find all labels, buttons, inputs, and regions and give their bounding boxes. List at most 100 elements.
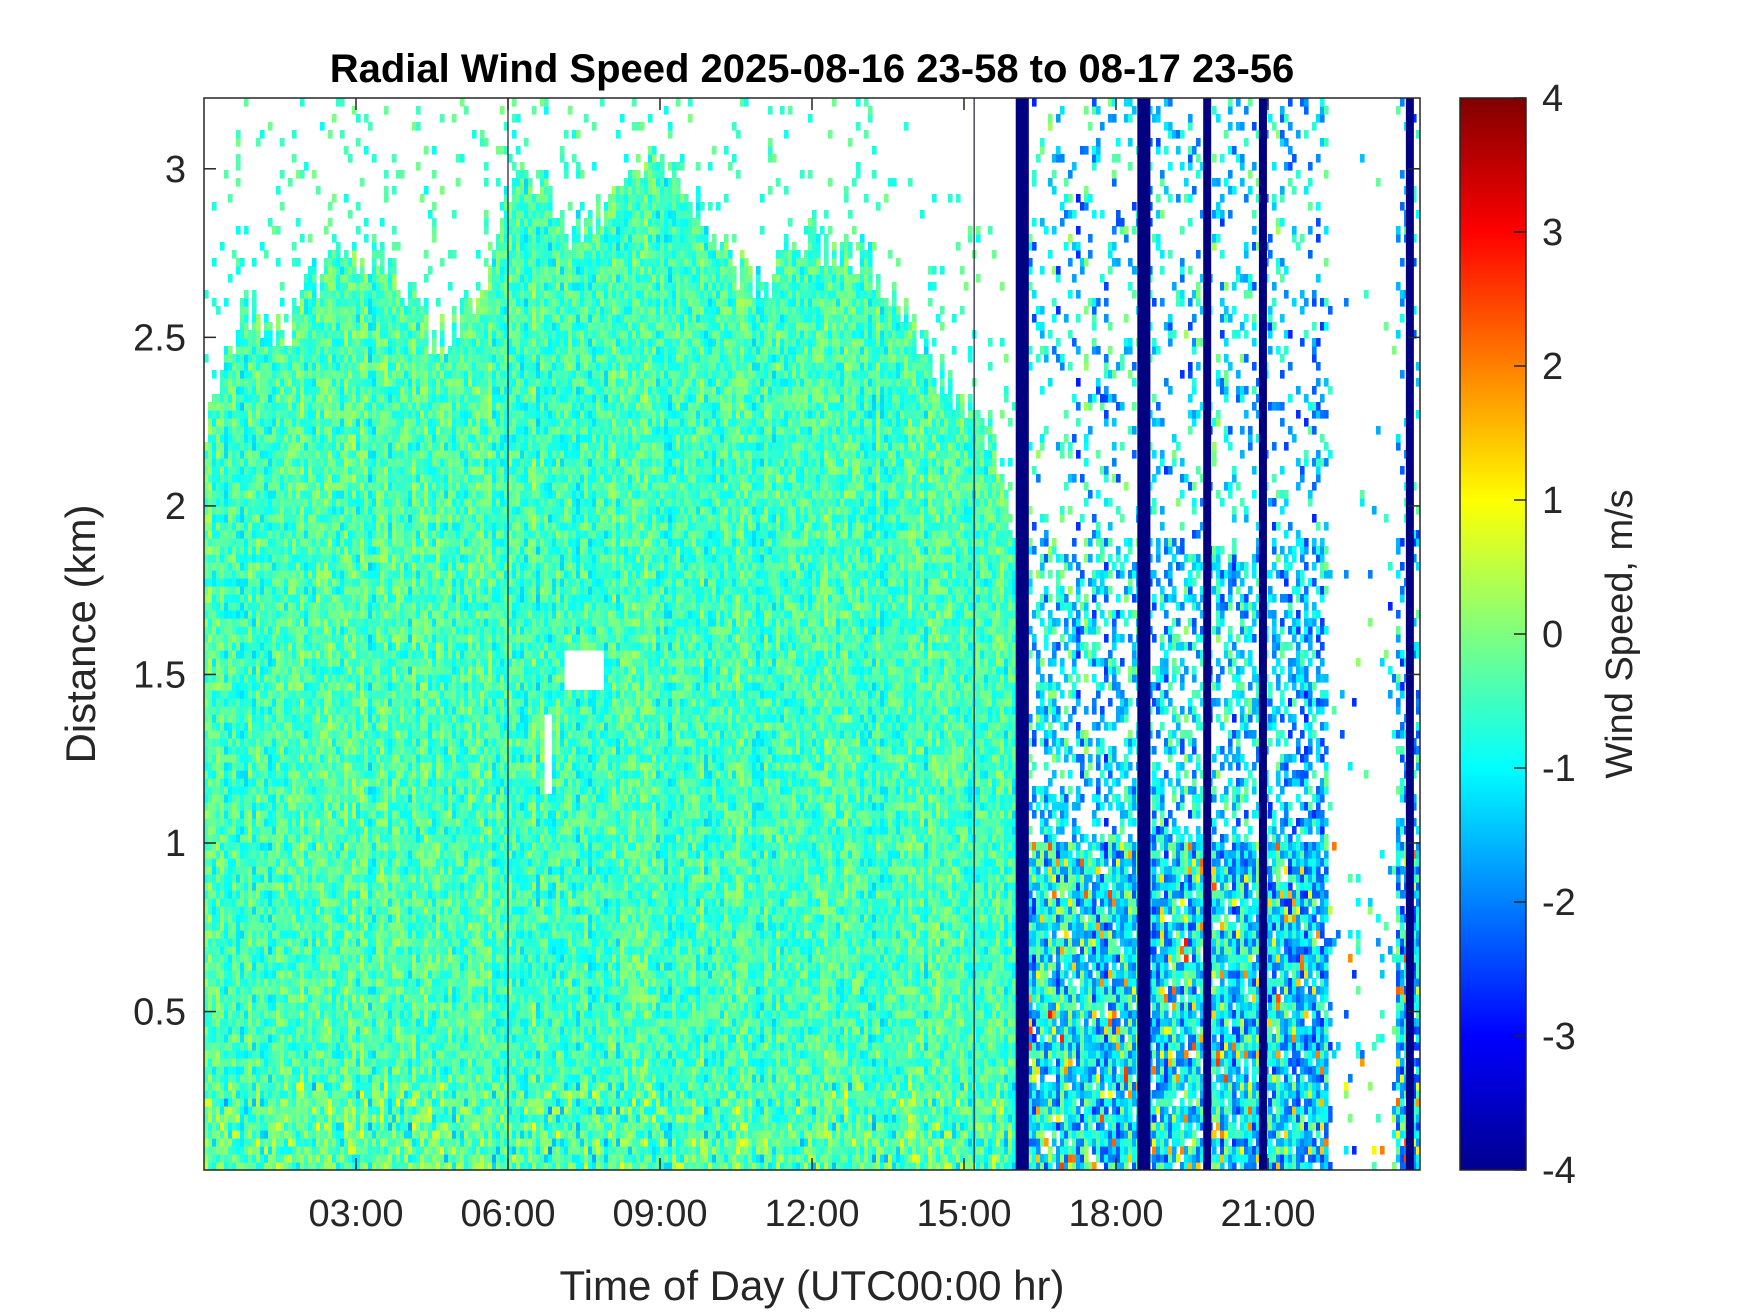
heatmap-cell — [256, 346, 261, 355]
heatmap-cell — [344, 746, 349, 755]
heatmap-cell — [364, 930, 369, 939]
heatmap-cell — [224, 450, 229, 459]
heatmap-cell — [312, 786, 317, 795]
heatmap-cell — [252, 674, 257, 683]
heatmap-cell — [380, 738, 385, 747]
heatmap-cell — [244, 826, 249, 835]
heatmap-cell — [252, 418, 257, 427]
heatmap-cell — [372, 570, 377, 579]
heatmap-cell — [324, 386, 329, 395]
heatmap-cell — [356, 490, 361, 499]
heatmap-cell — [260, 898, 265, 907]
heatmap-cell — [260, 714, 265, 723]
heatmap-cell — [328, 882, 333, 891]
heatmap-cell — [368, 682, 373, 691]
heatmap-cell — [240, 882, 245, 891]
heatmap-cell — [288, 1114, 293, 1123]
heatmap-cell — [332, 1074, 337, 1083]
heatmap-cell — [380, 266, 385, 275]
heatmap-cell — [260, 1114, 265, 1123]
heatmap-cell — [264, 762, 269, 771]
heatmap-cell — [276, 314, 281, 323]
heatmap-cell — [264, 794, 269, 803]
heatmap-cell — [220, 906, 225, 915]
heatmap-cell — [348, 938, 353, 947]
heatmap-cell — [252, 1074, 257, 1083]
heatmap-cell — [372, 306, 377, 315]
heatmap-cell — [320, 586, 325, 595]
heatmap-cell — [360, 642, 365, 651]
heatmap-cell — [344, 898, 349, 907]
heatmap-cell — [332, 1146, 337, 1155]
heatmap-cell — [352, 274, 357, 283]
heatmap-cell — [308, 1130, 313, 1139]
heatmap-cell — [356, 290, 361, 299]
heatmap-cell — [304, 818, 309, 827]
heatmap-cell — [348, 1074, 353, 1083]
heatmap-cell — [332, 746, 337, 755]
heatmap-cell — [280, 346, 285, 355]
heatmap-cell — [376, 314, 381, 323]
heatmap-cell — [292, 1074, 297, 1083]
heatmap-cell — [208, 978, 213, 987]
heatmap-cell — [316, 450, 321, 459]
heatmap-cell — [248, 1050, 253, 1059]
heatmap-cell — [360, 1042, 365, 1051]
heatmap-cell — [224, 1122, 229, 1131]
heatmap-cell — [280, 938, 285, 947]
heatmap-cell — [328, 762, 333, 771]
heatmap-cell — [280, 738, 285, 747]
heatmap-cell — [296, 970, 301, 979]
heatmap-cell — [212, 634, 217, 643]
heatmap-cell — [324, 450, 329, 459]
heatmap-cell — [264, 410, 269, 419]
heatmap-cell — [276, 1130, 281, 1139]
heatmap-cell — [336, 1082, 341, 1091]
heatmap-cell — [352, 714, 357, 723]
heatmap-cell — [244, 1066, 249, 1075]
heatmap-cell — [284, 722, 289, 731]
heatmap-cell — [268, 498, 273, 507]
heatmap-cell — [220, 1074, 225, 1083]
heatmap-cell — [244, 466, 249, 475]
heatmap-cell — [328, 354, 333, 363]
heatmap-cell — [244, 450, 249, 459]
heatmap-cell — [320, 458, 325, 467]
heatmap-cell — [240, 634, 245, 643]
heatmap-cell — [352, 602, 357, 611]
heatmap-cell — [244, 962, 249, 971]
heatmap-cell — [248, 698, 253, 707]
heatmap-cell — [208, 674, 213, 683]
heatmap-cell — [348, 482, 353, 491]
heatmap-cell — [344, 866, 349, 875]
heatmap-cell — [364, 234, 369, 243]
heatmap-cell — [300, 98, 305, 107]
heatmap-cell — [364, 514, 369, 523]
heatmap-cell — [288, 1090, 293, 1099]
heatmap-cell — [344, 690, 349, 699]
heatmap-cell — [344, 498, 349, 507]
heatmap-cell — [312, 1050, 317, 1059]
heatmap-cell — [312, 834, 317, 843]
heatmap-cell — [252, 810, 257, 819]
heatmap-cell — [328, 690, 333, 699]
heatmap-cell — [296, 1066, 301, 1075]
heatmap-cell — [212, 490, 217, 499]
heatmap-cell — [252, 466, 257, 475]
heatmap-cell — [356, 1122, 361, 1131]
heatmap-cell — [276, 1098, 281, 1107]
heatmap-cell — [292, 1154, 297, 1163]
heatmap-cell — [252, 1002, 257, 1011]
heatmap-cell — [324, 338, 329, 347]
heatmap-cell — [244, 682, 249, 691]
heatmap-cell — [280, 1114, 285, 1123]
heatmap-cell — [280, 1106, 285, 1115]
heatmap-cell — [228, 962, 233, 971]
heatmap-cell — [208, 826, 213, 835]
heatmap-cell — [276, 970, 281, 979]
heatmap-cell — [332, 810, 337, 819]
heatmap-cell — [384, 994, 389, 1003]
heatmap-cell — [352, 1090, 357, 1099]
heatmap-cell — [260, 506, 265, 515]
heatmap-cell — [268, 610, 273, 619]
